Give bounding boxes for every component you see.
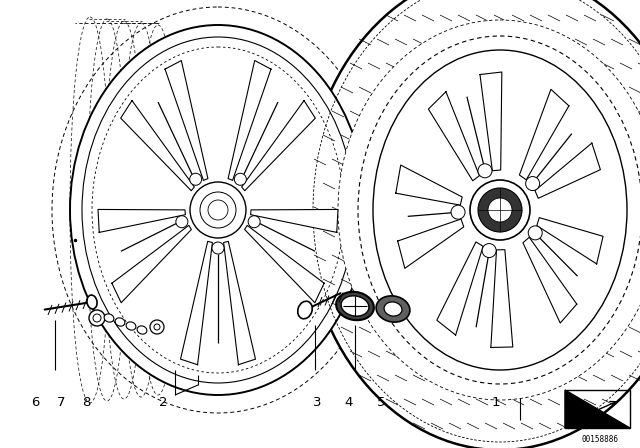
Ellipse shape: [190, 182, 246, 238]
Ellipse shape: [89, 310, 105, 326]
Polygon shape: [112, 225, 191, 303]
Ellipse shape: [176, 216, 188, 228]
Text: 6: 6: [31, 396, 40, 409]
Polygon shape: [520, 89, 569, 180]
Ellipse shape: [298, 301, 312, 319]
Text: 2: 2: [159, 396, 168, 409]
Ellipse shape: [478, 164, 492, 178]
Ellipse shape: [373, 50, 627, 370]
Text: 5: 5: [376, 396, 385, 409]
Text: 4: 4: [344, 396, 353, 409]
Ellipse shape: [208, 200, 228, 220]
Polygon shape: [98, 210, 186, 233]
Ellipse shape: [189, 173, 202, 185]
Polygon shape: [491, 250, 513, 348]
Polygon shape: [535, 143, 600, 198]
Polygon shape: [242, 100, 316, 191]
Ellipse shape: [451, 205, 465, 219]
Ellipse shape: [115, 318, 125, 326]
Polygon shape: [251, 210, 338, 233]
Polygon shape: [180, 241, 212, 365]
Text: 8: 8: [82, 396, 91, 409]
Text: 1: 1: [492, 396, 500, 409]
Ellipse shape: [93, 314, 101, 322]
Polygon shape: [244, 225, 324, 303]
Ellipse shape: [482, 244, 496, 258]
Ellipse shape: [470, 180, 530, 240]
Ellipse shape: [248, 216, 260, 228]
Polygon shape: [428, 92, 479, 181]
Ellipse shape: [234, 173, 246, 185]
Ellipse shape: [137, 326, 147, 334]
Ellipse shape: [528, 226, 542, 240]
Ellipse shape: [104, 314, 114, 322]
Ellipse shape: [126, 322, 136, 330]
Ellipse shape: [338, 20, 640, 400]
Polygon shape: [565, 390, 630, 428]
Polygon shape: [537, 218, 603, 264]
Ellipse shape: [488, 198, 512, 222]
Ellipse shape: [336, 292, 374, 320]
Text: 00158886: 00158886: [582, 435, 618, 444]
Ellipse shape: [70, 25, 366, 395]
Polygon shape: [480, 72, 502, 171]
Ellipse shape: [305, 0, 640, 448]
Polygon shape: [396, 165, 462, 205]
Polygon shape: [228, 60, 271, 181]
Ellipse shape: [384, 302, 402, 316]
Ellipse shape: [212, 242, 224, 254]
Text: 7: 7: [56, 396, 65, 409]
Ellipse shape: [376, 296, 410, 322]
Polygon shape: [437, 242, 483, 335]
Polygon shape: [165, 60, 208, 181]
Ellipse shape: [200, 192, 236, 228]
Ellipse shape: [525, 177, 540, 190]
Polygon shape: [397, 219, 464, 268]
Bar: [565, 390, 630, 428]
Ellipse shape: [150, 320, 164, 334]
Ellipse shape: [341, 296, 369, 316]
Text: 3: 3: [312, 396, 321, 409]
Ellipse shape: [87, 295, 97, 309]
Polygon shape: [223, 241, 255, 365]
Polygon shape: [523, 237, 577, 323]
Ellipse shape: [154, 324, 160, 330]
Ellipse shape: [478, 188, 522, 232]
Polygon shape: [121, 100, 195, 191]
